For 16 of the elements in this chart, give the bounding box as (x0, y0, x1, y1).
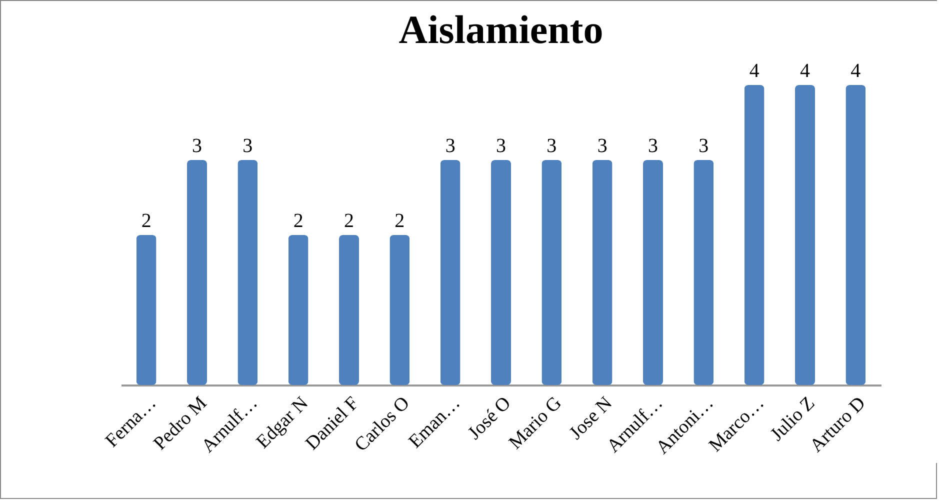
data-label: 3 (445, 135, 456, 157)
chart-title: Aislamiento (398, 7, 604, 52)
data-label: 3 (496, 135, 506, 157)
data-label: 4 (850, 60, 861, 82)
data-label: 4 (749, 60, 760, 82)
data-label: 3 (546, 135, 557, 157)
data-label: 3 (698, 135, 709, 157)
data-label: 2 (293, 210, 304, 232)
data-label: 2 (141, 210, 152, 232)
data-label: 3 (648, 135, 658, 157)
data-label: 2 (394, 210, 405, 232)
data-label: 3 (597, 135, 608, 157)
data-label: 4 (800, 60, 810, 82)
data-label: 3 (242, 135, 253, 157)
data-label: 3 (192, 135, 202, 157)
data-label: 2 (344, 210, 354, 232)
